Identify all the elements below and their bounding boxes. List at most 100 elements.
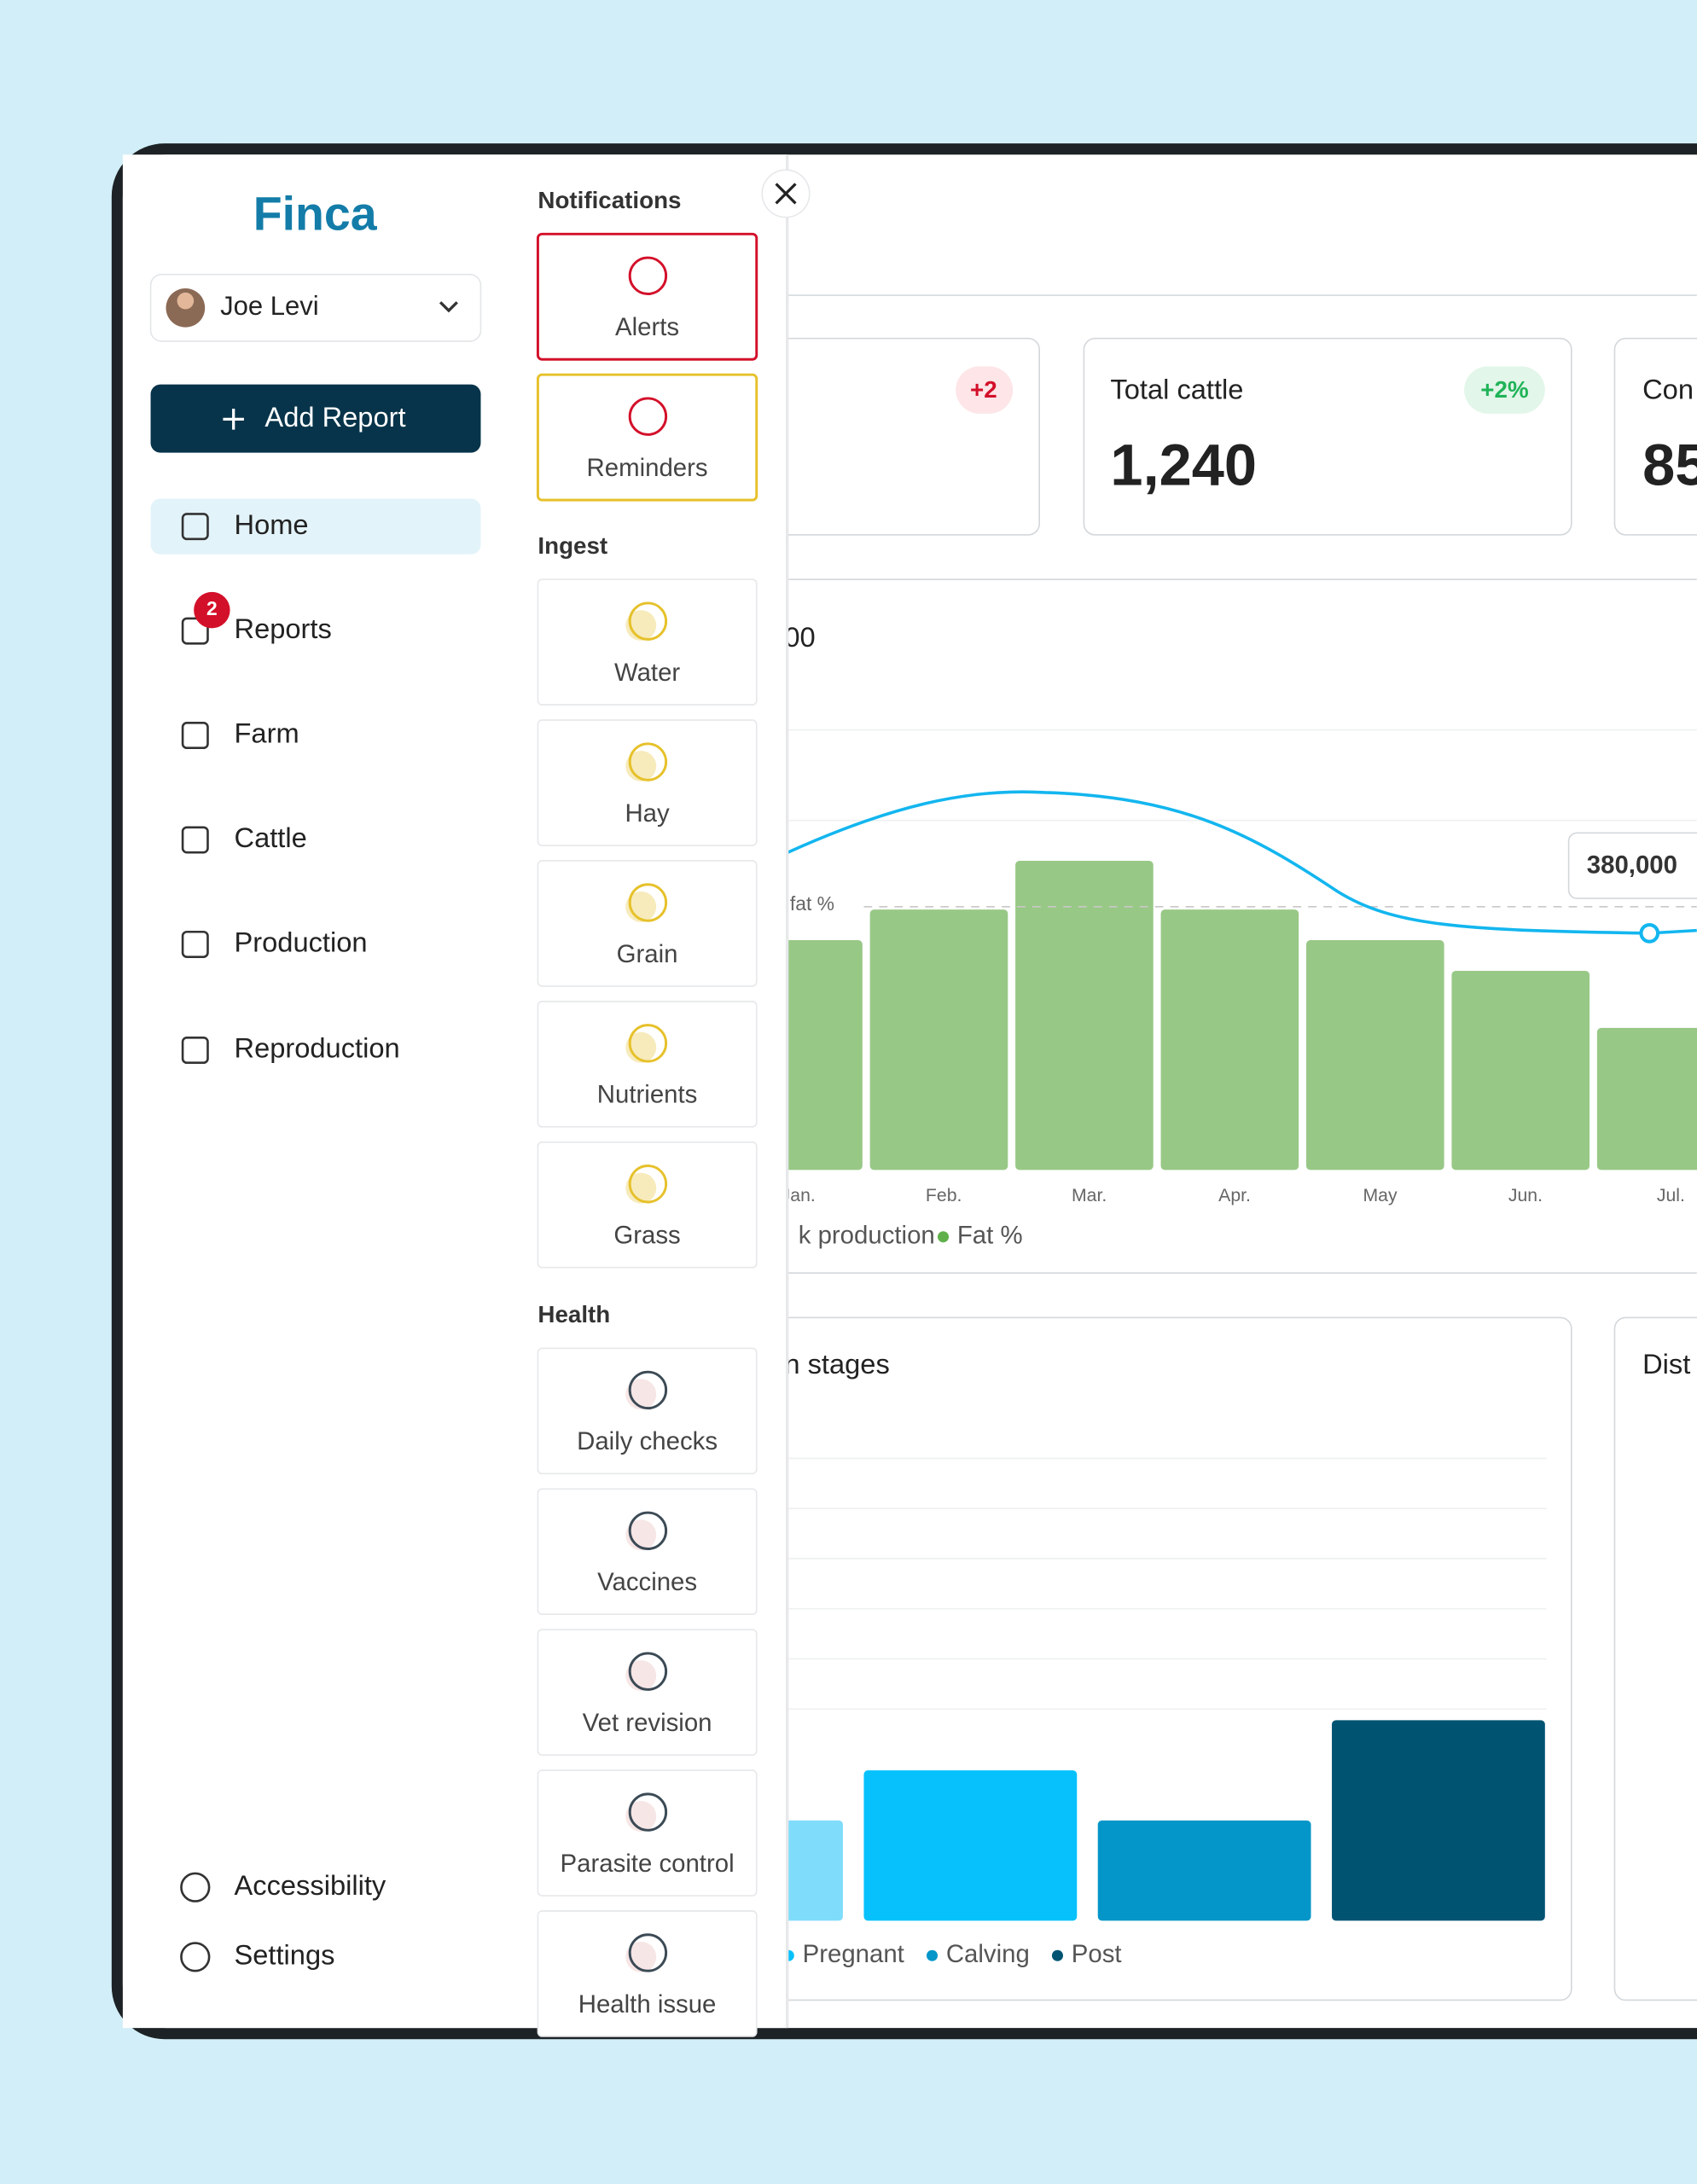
- user-name: Joe Levi: [220, 291, 319, 321]
- item-box[interactable]: [537, 1910, 758, 2037]
- avatar-face: [177, 292, 195, 310]
- x-tick-label: Mar.: [1072, 1186, 1107, 1205]
- item-box[interactable]: [537, 1001, 758, 1128]
- nav-label[interactable]: Reports: [235, 613, 332, 644]
- user-box[interactable]: [149, 273, 482, 342]
- item-label[interactable]: Reminders: [587, 454, 708, 482]
- item-icon: [628, 256, 668, 295]
- section-title: Notifications: [538, 187, 681, 213]
- item-box[interactable]: [537, 860, 758, 987]
- item-box[interactable]: [537, 1769, 758, 1896]
- card-title: Dist: [1642, 1348, 1690, 1380]
- item-label[interactable]: Health issue: [578, 1990, 717, 2018]
- nav-item[interactable]: Reports 2: [181, 591, 332, 645]
- nav-label[interactable]: Production: [235, 926, 368, 958]
- panel-item[interactable]: Reminders: [536, 373, 758, 502]
- item-label[interactable]: Alerts: [615, 313, 679, 341]
- item-icon: [628, 1652, 668, 1691]
- nav-label[interactable]: Home: [235, 508, 309, 540]
- panel-item[interactable]: Daily checks: [537, 1347, 758, 1475]
- panel-item[interactable]: Parasite control: [537, 1769, 758, 1896]
- panel-item[interactable]: Vaccines: [537, 1488, 758, 1616]
- item-label[interactable]: Grass: [613, 1222, 680, 1250]
- bar: [1451, 970, 1590, 1170]
- panel-item[interactable]: Grain: [537, 860, 758, 987]
- bar: [1596, 1027, 1697, 1170]
- nav-item[interactable]: Production: [181, 926, 368, 958]
- badge: [194, 591, 230, 629]
- item-box[interactable]: [537, 1488, 758, 1616]
- nav-icon: [181, 826, 209, 854]
- sidebar: [122, 154, 509, 2029]
- legend-dot: [1051, 1949, 1063, 1961]
- nav-item[interactable]: Reproduction: [181, 1032, 400, 1065]
- card-value: 1,240: [1110, 432, 1257, 497]
- x-tick-label: Jan.: [782, 1186, 816, 1205]
- nav-icon: [181, 930, 209, 958]
- item-label[interactable]: Parasite control: [561, 1850, 735, 1878]
- card-badge: +2%: [1480, 376, 1528, 403]
- user-menu[interactable]: Joe Levi: [149, 273, 482, 342]
- item-box[interactable]: [536, 232, 758, 361]
- button-label[interactable]: Add Report: [264, 401, 405, 433]
- bar: [1332, 1720, 1545, 1921]
- item-label[interactable]: Daily checks: [577, 1427, 718, 1455]
- panel-item[interactable]: Hay: [537, 719, 758, 846]
- badge-count: 2: [206, 597, 218, 619]
- panel-item[interactable]: Health issue: [537, 1910, 758, 2037]
- add-report-button[interactable]: Add Report: [150, 384, 481, 453]
- nav-label[interactable]: Cattle: [235, 822, 307, 853]
- item-label[interactable]: Vet revision: [583, 1709, 712, 1737]
- grid: [696, 1457, 1547, 1711]
- legend-label: k production: [799, 1222, 935, 1250]
- nav-item[interactable]: Home: [181, 508, 309, 541]
- item-box[interactable]: [537, 1347, 758, 1475]
- nav-item[interactable]: Cattle: [181, 822, 307, 854]
- item-icon: [628, 397, 668, 436]
- item-box[interactable]: [537, 1141, 758, 1269]
- item-label[interactable]: Nutrients: [597, 1081, 698, 1109]
- legend-dot: [937, 1231, 950, 1243]
- nav-item[interactable]: Farm: [181, 717, 299, 750]
- item-box[interactable]: [537, 1629, 758, 1756]
- x-tick-label: Apr.: [1218, 1186, 1251, 1205]
- close-button[interactable]: [761, 169, 811, 218]
- nav-label[interactable]: Farm: [235, 717, 299, 749]
- nav-label[interactable]: Reproduction: [235, 1032, 400, 1064]
- nav-label[interactable]: Accessibility: [235, 1869, 386, 1901]
- panel-item[interactable]: Vet revision: [537, 1629, 758, 1756]
- nav-icon: [181, 513, 209, 541]
- item-box[interactable]: [537, 719, 758, 846]
- item-label[interactable]: Vaccines: [597, 1568, 697, 1596]
- section-title: Ingest: [538, 532, 607, 559]
- item-box[interactable]: [537, 578, 758, 706]
- plus-icon: [223, 409, 244, 430]
- item-icon: [628, 1024, 668, 1063]
- item-label[interactable]: Water: [614, 659, 680, 687]
- nav-label[interactable]: Settings: [235, 1939, 335, 1971]
- nav-icon: [181, 722, 209, 750]
- chart-title: n stages: [784, 1348, 889, 1380]
- nav-item[interactable]: Accessibility: [180, 1869, 386, 1902]
- card: [1083, 337, 1572, 536]
- panel-item[interactable]: Grass: [537, 1141, 758, 1269]
- button-bg[interactable]: [150, 384, 481, 453]
- item-label[interactable]: Grain: [617, 940, 678, 968]
- panel-item[interactable]: Alerts: [536, 232, 758, 361]
- x-tick-label: Jun.: [1508, 1186, 1543, 1205]
- card-badge: +2: [970, 376, 997, 403]
- panel-item[interactable]: Nutrients: [537, 1001, 758, 1128]
- badge: [1464, 366, 1545, 414]
- item-icon: [628, 1933, 668, 1972]
- bar: [1097, 1820, 1311, 1921]
- close-icon: [775, 183, 797, 205]
- item-label[interactable]: Hay: [625, 799, 670, 828]
- reference-label: fat %: [790, 892, 834, 915]
- nav-icon: [181, 1037, 209, 1065]
- item-box[interactable]: [536, 373, 758, 502]
- panel-item[interactable]: Water: [537, 578, 758, 706]
- nav-item[interactable]: Settings: [180, 1939, 335, 1972]
- item-icon: [628, 601, 668, 641]
